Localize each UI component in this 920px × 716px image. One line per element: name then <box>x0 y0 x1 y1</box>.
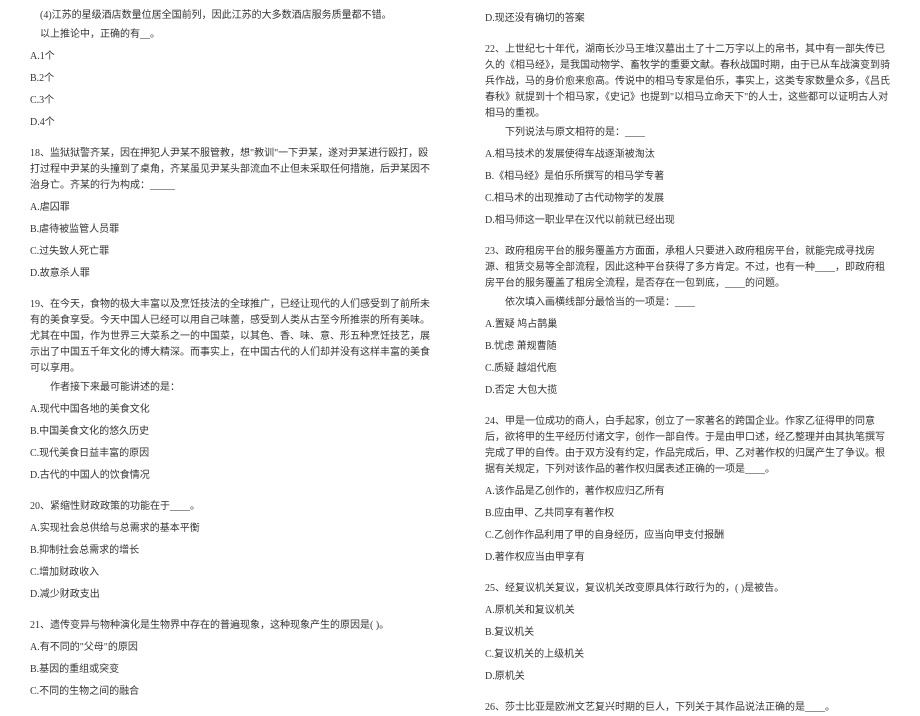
q20-opt-a: A.实现社会总供给与总需求的基本平衡 <box>30 521 435 537</box>
q20-opt-d: D.减少财政支出 <box>30 587 435 603</box>
q17-line: (4)江苏的星级酒店数量位居全国前列，因此江苏的大多数酒店服务质量都不错。 <box>30 8 435 24</box>
q24-opt-b: B.应由甲、乙共同享有著作权 <box>485 506 890 522</box>
q22-opt-c: C.相马术的出现推动了古代动物学的发展 <box>485 191 890 207</box>
q25-opt-a: A.原机关和复议机关 <box>485 603 890 619</box>
q23-text: 23、政府租房平台的服务覆盖方方面面，承租人只要进入政府租房平台，就能完成寻找房… <box>485 244 890 292</box>
q20-text: 20、紧缩性财政政策的功能在于____。 <box>30 499 435 515</box>
q21-text: 21、遗传变异与物种演化是生物界中存在的普遍现象，这种现象产生的原因是( )。 <box>30 618 435 634</box>
q24-opt-a: A.该作品是乙创作的，著作权应归乙所有 <box>485 484 890 500</box>
q17-opt-c: C.3个 <box>30 93 435 109</box>
q19-opt-d: D.古代的中国人的饮食情况 <box>30 468 435 484</box>
q17-sub: 以上推论中，正确的有__。 <box>30 27 435 43</box>
q17-opt-b: B.2个 <box>30 71 435 87</box>
q24-opt-d: D.著作权应当由甲享有 <box>485 550 890 566</box>
q22-opt-a: A.相马技术的发展使得车战逐渐被淘汰 <box>485 147 890 163</box>
q21-opt-d: D.现还没有确切的答案 <box>485 11 890 27</box>
q21-opt-a: A.有不同的"父母"的原因 <box>30 640 435 656</box>
q19-opt-b: B.中国美食文化的悠久历史 <box>30 424 435 440</box>
q18-opt-d: D.故意杀人罪 <box>30 266 435 282</box>
q19-opt-c: C.现代美食日益丰富的原因 <box>30 446 435 462</box>
q18-text: 18、监狱狱警齐某，因在押犯人尹某不服管教，想"教训"一下尹某，遂对尹某进行殴打… <box>30 146 435 194</box>
q22-opt-d: D.相马师这一职业早在汉代以前就已经出现 <box>485 213 890 229</box>
q24-text: 24、甲是一位成功的商人，白手起家，创立了一家著名的跨国企业。作家乙征得甲的同意… <box>485 414 890 478</box>
q25-opt-b: B.复议机关 <box>485 625 890 641</box>
right-column: D.现还没有确切的答案 22、上世纪七十年代，湖南长沙马王堆汉墓出土了十二万字以… <box>485 8 890 643</box>
q17-opt-d: D.4个 <box>30 115 435 131</box>
q22-opt-b: B.《相马经》是伯乐所撰写的相马学专著 <box>485 169 890 185</box>
q21-opt-b: B.基因的重组或突变 <box>30 662 435 678</box>
q21-opt-c: C.不同的生物之间的融合 <box>30 684 435 700</box>
q23-sub: 依次填入画横线部分最恰当的一项是：____ <box>485 295 890 311</box>
q17-opt-a: A.1个 <box>30 49 435 65</box>
q19-opt-a: A.现代中国各地的美食文化 <box>30 402 435 418</box>
q23-opt-b: B.忧虑 萧规曹随 <box>485 339 890 355</box>
q20-opt-c: C.增加财政收入 <box>30 565 435 581</box>
q22-text: 22、上世纪七十年代，湖南长沙马王堆汉墓出土了十二万字以上的帛书，其中有一部失传… <box>485 42 890 122</box>
q18-opt-a: A.虐囚罪 <box>30 200 435 216</box>
q23-opt-d: D.否定 大包大揽 <box>485 383 890 399</box>
q24-opt-c: C.乙创作作品利用了甲的自身经历，应当向甲支付报酬 <box>485 528 890 544</box>
q19-sub: 作者接下来最可能讲述的是： <box>30 380 435 396</box>
q25-opt-c: C.复议机关的上级机关 <box>485 647 890 663</box>
q22-sub: 下列说法与原文相符的是：____ <box>485 125 890 141</box>
q23-opt-c: C.质疑 越俎代庖 <box>485 361 890 377</box>
q18-opt-c: C.过失致人死亡罪 <box>30 244 435 260</box>
q23-opt-a: A.置疑 鸠占鹊巢 <box>485 317 890 333</box>
q26-text: 26、莎士比亚是欧洲文艺复兴时期的巨人，下列关于其作品说法正确的是____。 <box>485 700 890 716</box>
q20-opt-b: B.抑制社会总需求的增长 <box>30 543 435 559</box>
q25-opt-d: D.原机关 <box>485 669 890 685</box>
q19-text: 19、在今天，食物的极大丰富以及烹饪技法的全球推广，已经让现代的人们感受到了前所… <box>30 297 435 377</box>
q18-opt-b: B.虐待被监管人员罪 <box>30 222 435 238</box>
q25-text: 25、经复议机关复议，复议机关改变原具体行政行为的，( )是被告。 <box>485 581 890 597</box>
left-column: (4)江苏的星级酒店数量位居全国前列，因此江苏的大多数酒店服务质量都不错。 以上… <box>30 8 435 643</box>
